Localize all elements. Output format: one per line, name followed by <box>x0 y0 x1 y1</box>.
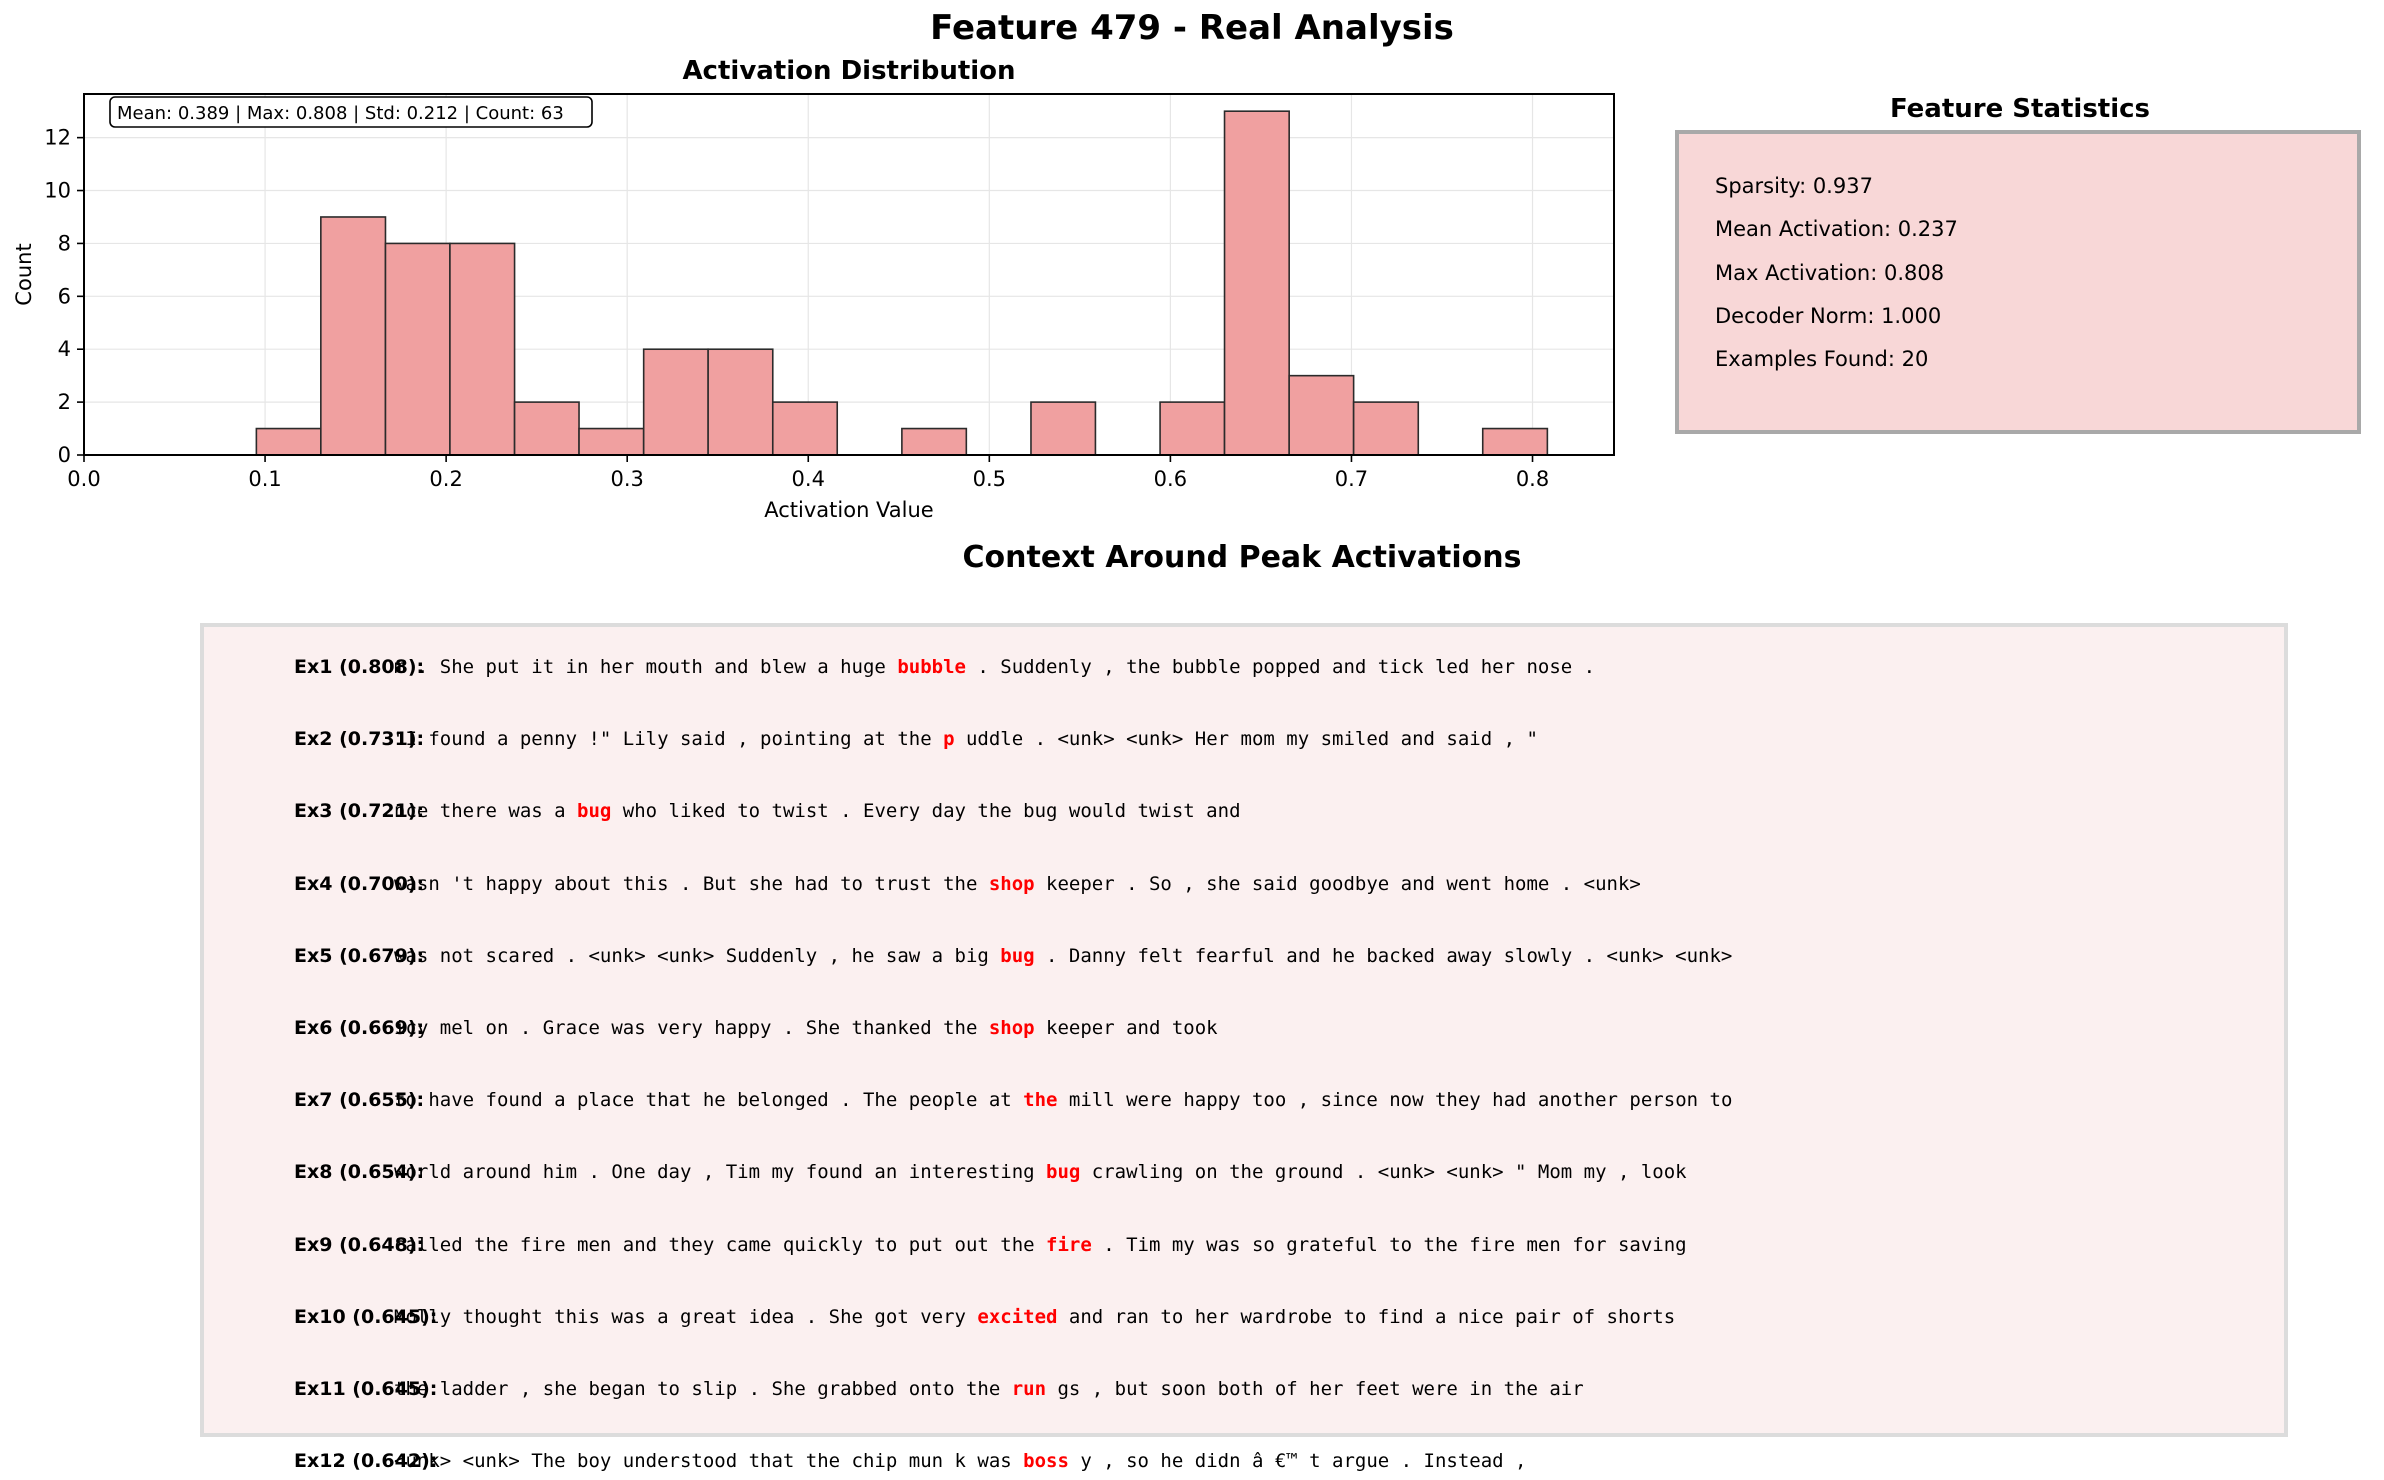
x-tick-label: 0.8 <box>1516 467 1549 491</box>
x-tick-label: 0.0 <box>67 467 100 491</box>
histogram-bar <box>1159 401 1226 456</box>
x-tick-label: 0.6 <box>1154 467 1187 491</box>
histogram-bar <box>1481 427 1549 456</box>
stat-max-activation: Max Activation: 0.808 <box>1715 261 1945 285</box>
y-axis-label: Count <box>12 243 36 305</box>
y-tick-label: 2 <box>58 390 71 414</box>
histogram-bar <box>449 242 516 456</box>
histogram-bar <box>1030 401 1097 456</box>
histogram-bar <box>255 427 322 456</box>
x-tick-label: 0.3 <box>610 467 643 491</box>
x-tick-label: 0.4 <box>792 467 825 491</box>
y-tick-label: 8 <box>58 231 71 255</box>
peak-token: boss <box>1023 1450 1069 1473</box>
histogram-bar <box>1288 374 1355 456</box>
x-tick-label: 0.1 <box>248 467 281 491</box>
context-panel <box>200 623 2288 1437</box>
histogram-bar <box>1223 110 1290 456</box>
context-before: <unk> <unk> The boy understood that the … <box>394 1450 1024 1473</box>
histogram-bar <box>771 401 839 456</box>
summary-annotation: Mean: 0.389 | Max: 0.808 | Std: 0.212 | … <box>117 103 564 124</box>
example-context: <unk> <unk> The boy understood that the … <box>394 1450 1526 1472</box>
histogram-bar <box>901 427 968 456</box>
x-axis-label: Activation Value <box>764 498 933 522</box>
context-title: Context Around Peak Activations <box>962 540 1522 575</box>
histogram-bar <box>642 348 709 456</box>
y-tick-label: 0 <box>58 443 71 467</box>
stat-decoder-norm: Decoder Norm: 1.000 <box>1715 304 1942 328</box>
example-row: <unk> <unk> The boy understood that the … <box>0 1450 2384 1480</box>
histogram-bar <box>707 348 774 456</box>
x-tick-label: 0.2 <box>429 467 462 491</box>
y-tick-label: 6 <box>58 284 71 308</box>
y-tick-label: 12 <box>44 126 71 150</box>
plot-frame <box>83 93 1615 456</box>
stat-mean-activation: Mean Activation: 0.237 <box>1715 217 1958 241</box>
stat-sparsity: Sparsity: 0.937 <box>1715 174 1873 198</box>
histogram-bar <box>1352 401 1420 456</box>
x-tick-label: 0.5 <box>973 467 1006 491</box>
figure-title: Feature 479 - Real Analysis <box>930 8 1454 48</box>
x-tick-label: 0.7 <box>1335 467 1368 491</box>
histogram-bar <box>384 242 451 456</box>
histogram-bar <box>513 401 580 456</box>
stats-title: Feature Statistics <box>1889 94 2151 124</box>
y-tick-label: 4 <box>58 337 71 361</box>
stat-examples-found: Examples Found: 20 <box>1715 347 1929 371</box>
context-after: y , so he didn â €™ t argue . Instead , <box>1068 1450 1527 1473</box>
histogram-bar <box>578 427 645 456</box>
histogram-chart: 0.0 0.1 0.2 0.3 0.4 0.5 0.6 0.7 0.8 0 2 4 6 8 10 12 Acti… <box>12 93 1615 522</box>
histogram-bar <box>320 216 387 456</box>
histogram-title: Activation Distribution <box>682 56 1016 86</box>
example-label: Ex12 (0.642): <box>294 1450 438 1473</box>
annotation-box <box>109 96 593 128</box>
y-tick-label: 10 <box>44 179 71 203</box>
stats-panel: Sparsity: 0.937 Mean Activation: 0.237 M… <box>1675 130 2361 434</box>
